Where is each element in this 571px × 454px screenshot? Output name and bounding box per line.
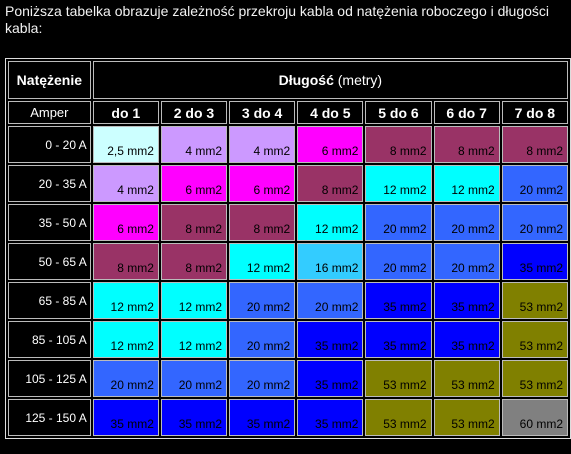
table-cell: 8 mm2 (501, 126, 568, 163)
table-cell: 12 mm2 (160, 321, 228, 358)
column-header: 4 do 5 (297, 101, 364, 124)
table-cell: 35 mm2 (501, 243, 568, 280)
table-row: 105 - 125 A 20 mm2 20 mm2 20 mm2 35 mm2 53 mm… (8, 360, 568, 397)
table-cell: 20 mm2 (160, 360, 228, 397)
table-cell: 35 mm2 (297, 360, 364, 397)
table-cell: 20 mm2 (433, 243, 500, 280)
table-cell: 35 mm2 (297, 321, 364, 358)
table-cell: 12 mm2 (92, 282, 159, 319)
table-cell: 53 mm2 (365, 360, 432, 397)
table-cell: 60 mm2 (501, 399, 568, 436)
table-cell: 8 mm2 (297, 165, 364, 202)
table-cell: 6 mm2 (297, 126, 364, 163)
column-header: 2 do 3 (160, 101, 228, 124)
table-cell: 8 mm2 (92, 243, 159, 280)
table-cell: 6 mm2 (160, 165, 228, 202)
table-cell: 20 mm2 (433, 204, 500, 241)
row-label: 85 - 105 A (8, 321, 91, 358)
table-cell: 20 mm2 (229, 282, 296, 319)
table-subheader-row: Amper do 1 2 do 3 3 do 4 4 do 5 5 do 6 6… (8, 101, 568, 124)
row-label: 65 - 85 A (8, 282, 91, 319)
table-cell: 8 mm2 (160, 243, 228, 280)
table-row: 0 - 20 A 2,5 mm2 4 mm2 4 mm2 6 mm2 8 mm2 8 mm2… (8, 126, 568, 163)
table-cell: 16 mm2 (297, 243, 364, 280)
table-cell: 35 mm2 (92, 399, 159, 436)
intro-text: Poniższa tabelka obrazuje zależność prze… (5, 3, 549, 36)
table-row: 125 - 150 A 35 mm2 35 mm2 35 mm2 35 mm2 53 mm… (8, 399, 568, 436)
table-cell: 8 mm2 (433, 126, 500, 163)
table-cell: 35 mm2 (433, 321, 500, 358)
table-cell: 20 mm2 (229, 360, 296, 397)
table-cell: 12 mm2 (160, 282, 228, 319)
table-header-row: Natężenie Długość (metry) (8, 61, 568, 99)
table-cell: 20 mm2 (501, 204, 568, 241)
header-metry-label: (metry) (337, 72, 383, 88)
table-row: 65 - 85 A 12 mm2 12 mm2 20 mm2 20 mm2 35 mm2 3… (8, 282, 568, 319)
column-header: do 1 (92, 101, 159, 124)
table-cell: 20 mm2 (365, 243, 432, 280)
table-cell: 4 mm2 (229, 126, 296, 163)
column-header: 7 do 8 (501, 101, 568, 124)
header-natezenie: Natężenie (8, 61, 91, 99)
table-cell: 4 mm2 (92, 165, 159, 202)
table-cell: 12 mm2 (297, 204, 364, 241)
table-row: 85 - 105 A 12 mm2 12 mm2 20 mm2 35 mm2 35 mm2… (8, 321, 568, 358)
table-cell: 8 mm2 (229, 204, 296, 241)
table-cell: 53 mm2 (501, 360, 568, 397)
table-cell: 4 mm2 (160, 126, 228, 163)
table-cell: 12 mm2 (229, 243, 296, 280)
table-cell: 20 mm2 (365, 204, 432, 241)
table-cell: 35 mm2 (365, 321, 432, 358)
table-cell: 2,5 mm2 (92, 126, 159, 163)
table-cell: 35 mm2 (433, 282, 500, 319)
table-cell: 8 mm2 (160, 204, 228, 241)
table-cell: 12 mm2 (92, 321, 159, 358)
table-cell: 53 mm2 (501, 321, 568, 358)
table-cell: 35 mm2 (297, 399, 364, 436)
row-label: 0 - 20 A (8, 126, 91, 163)
table-cell: 20 mm2 (501, 165, 568, 202)
row-label: 35 - 50 A (8, 204, 91, 241)
header-dlugosc-label: Długość (278, 72, 334, 88)
column-header: 6 do 7 (433, 101, 500, 124)
header-dlugosc: Długość (metry) (92, 61, 568, 99)
table-cell: 53 mm2 (433, 360, 500, 397)
column-header: 3 do 4 (229, 101, 296, 124)
row-label: 50 - 65 A (8, 243, 91, 280)
table-cell: 12 mm2 (433, 165, 500, 202)
table-cell: 20 mm2 (229, 321, 296, 358)
table-cell: 12 mm2 (365, 165, 432, 202)
row-label: 20 - 35 A (8, 165, 91, 202)
table-cell: 20 mm2 (92, 360, 159, 397)
table-cell: 20 mm2 (297, 282, 364, 319)
table-cell: 8 mm2 (365, 126, 432, 163)
cable-table: Natężenie Długość (metry) Amper do 1 2 d… (5, 58, 571, 439)
table-cell: 35 mm2 (229, 399, 296, 436)
header-amper: Amper (8, 101, 91, 124)
table-cell: 53 mm2 (433, 399, 500, 436)
column-header: 5 do 6 (365, 101, 432, 124)
table-cell: 53 mm2 (501, 282, 568, 319)
table-cell: 53 mm2 (365, 399, 432, 436)
row-label: 105 - 125 A (8, 360, 91, 397)
table-cell: 35 mm2 (160, 399, 228, 436)
row-label: 125 - 150 A (8, 399, 91, 436)
table-cell: 6 mm2 (92, 204, 159, 241)
table-cell: 35 mm2 (365, 282, 432, 319)
table-cell: 6 mm2 (229, 165, 296, 202)
